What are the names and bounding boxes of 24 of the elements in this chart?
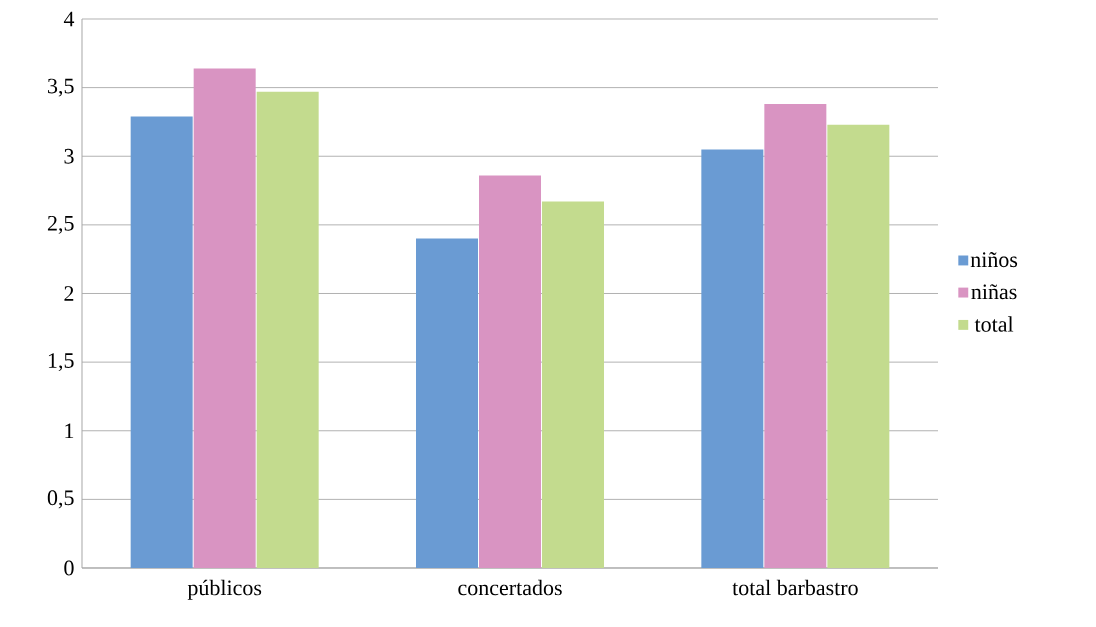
legend-label: niñas <box>971 284 1017 300</box>
x-tick-label: total barbastro <box>732 579 858 596</box>
y-tick-label: 1,5 <box>48 353 74 372</box>
y-tick-label: 0,5 <box>47 490 74 509</box>
bar <box>130 116 193 568</box>
x-tick-label: públicos <box>187 579 262 600</box>
x-tick-label: concertados <box>458 579 562 596</box>
bar <box>416 238 478 568</box>
bar <box>193 68 256 568</box>
bar <box>479 175 541 568</box>
y-tick-label: 4 <box>63 11 75 27</box>
bar <box>827 124 890 568</box>
y-tick-label: 2 <box>64 286 74 301</box>
y-tick-label: 2,5 <box>47 215 74 234</box>
y-tick-label: 3,5 <box>48 78 74 97</box>
legend-label: total <box>974 316 1014 332</box>
bar <box>542 201 605 568</box>
y-tick-label: 1 <box>65 423 74 439</box>
bar <box>764 104 827 568</box>
y-tick-label: 3 <box>64 148 74 164</box>
y-tick-label: 0 <box>64 560 74 576</box>
bar <box>701 149 764 568</box>
legend-label: niños <box>970 252 1018 268</box>
bar <box>256 91 319 568</box>
